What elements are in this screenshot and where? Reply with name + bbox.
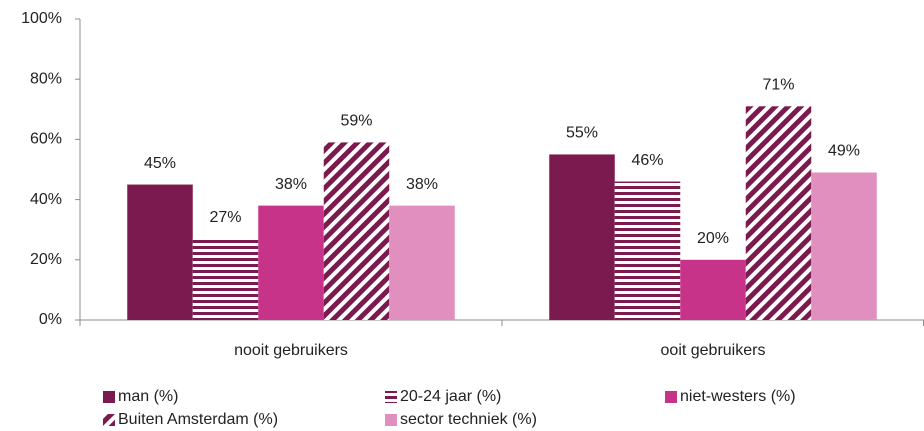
y-tick-label: 100% [21,10,62,27]
value-label: 46% [631,152,663,169]
value-label: 59% [340,113,372,130]
y-tick-label: 20% [30,251,62,268]
value-label: 38% [275,176,307,193]
value-label: 45% [144,155,176,172]
y-tick-label: 40% [30,191,62,208]
legend-swatch [665,391,677,403]
y-tick-label: 80% [30,70,62,87]
bar [680,259,746,320]
legend-swatch [385,391,397,403]
legend-swatch [103,414,115,426]
value-label: 38% [406,176,438,193]
legend-label: Buiten Amsterdam (%) [118,411,278,428]
value-label: 71% [762,77,794,94]
bar [745,106,812,320]
value-label: 20% [697,230,729,247]
legend-swatch [385,414,397,426]
legend-label: sector techniek (%) [400,411,537,428]
bar [549,154,615,320]
bar [258,205,324,320]
value-label: 49% [828,143,860,160]
value-label: 55% [566,125,598,142]
bar [614,181,681,320]
x-tick-label: nooit gebruikers [234,342,348,359]
y-tick-label: 60% [30,131,62,148]
legend-label: niet-westers (%) [680,388,796,405]
legend-label: 20-24 jaar (%) [400,388,501,405]
value-label: 27% [209,209,241,226]
bar [811,172,877,320]
bar [389,205,455,320]
bar [127,184,193,320]
legend-label: man (%) [118,388,178,405]
y-tick-label: 0% [39,311,62,328]
bar [192,238,259,320]
legend-swatch [103,391,115,403]
x-tick-label: ooit gebruikers [661,342,766,359]
bar [323,142,390,320]
